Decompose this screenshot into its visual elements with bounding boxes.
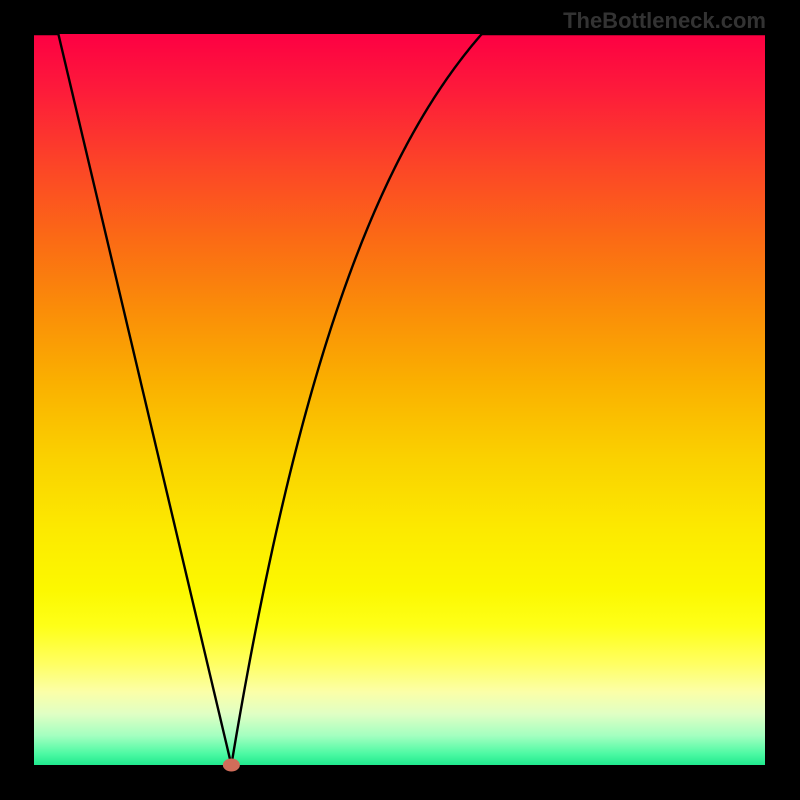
minimum-marker: [223, 759, 239, 771]
bottleneck-chart: [0, 0, 800, 800]
watermark-text: TheBottleneck.com: [563, 8, 766, 34]
